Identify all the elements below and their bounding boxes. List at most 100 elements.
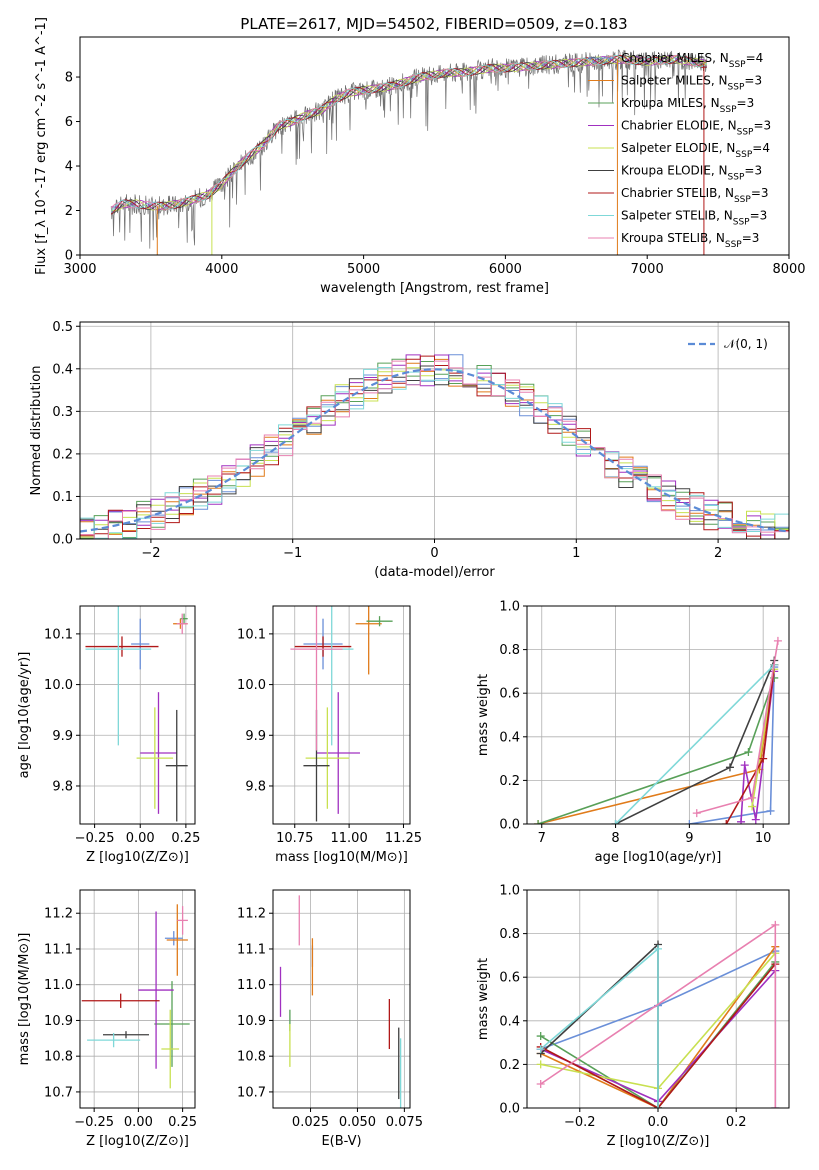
x-tick-label: 8 [611, 831, 619, 846]
y-tick-label: 9.9 [52, 729, 73, 744]
y-tick-label: 0.8 [499, 927, 520, 942]
x-tick-label: 11.25 [385, 831, 422, 846]
weight-marker [536, 1045, 545, 1054]
gridlines [273, 606, 410, 824]
panel-age-vs-mass: 10.75 11.00 11.25 9.8 9.9 10.0 10.1 mass [log10… [237, 605, 422, 865]
y-tick-label: 10.8 [237, 1050, 266, 1065]
axes-frame [272, 889, 411, 1109]
weight-marker [737, 817, 746, 824]
x-tick-label: 0.025 [292, 1115, 329, 1130]
weight-marker [611, 820, 620, 824]
y-tick-label: 0.0 [499, 1102, 520, 1117]
legend-label-subscript: SSP [725, 240, 742, 250]
weight-marker [536, 1060, 545, 1069]
gridlines [273, 890, 410, 1108]
weight-marker [534, 820, 543, 824]
axes-frame [79, 605, 196, 825]
y-tick-label: 11.2 [44, 907, 73, 922]
plot-area [80, 354, 789, 539]
weight-marker [654, 944, 662, 953]
y-tick-label: 0.2 [499, 774, 520, 789]
x-tick-label: 7 [538, 831, 546, 846]
panel-weight-vs-Z: −0.2 0.0 0.2 0.0 0.2 0.4 0.6 0.8 1.0 Z [log10(Z/Z… [476, 884, 790, 1149]
y-tick-label: 11.1 [237, 942, 266, 957]
y-tick-label: 0.3 [52, 405, 73, 420]
panel-spectrum: 3000 4000 5000 6000 7000 8000 0 2 4 6 8 wavelength … [34, 17, 806, 296]
legend-label-subscript: SSP [735, 150, 752, 160]
y-tick-label: 10.0 [237, 678, 266, 693]
weight-marker [771, 920, 780, 929]
y-tick-label: 0.4 [499, 730, 520, 745]
x-tick-label: 11.00 [331, 831, 368, 846]
model-line-8 [110, 54, 707, 211]
y-tick-label: 6 [65, 115, 73, 130]
weight-line-5 [540, 942, 659, 1108]
legend-label-subscript: SSP [737, 128, 754, 138]
legend-label-value: =3 [744, 164, 762, 178]
legend-label: Salpeter STELIB, NSSP=3 [621, 209, 767, 228]
y-axis-label: mass weight [476, 674, 491, 756]
x-axis-label: age [log10(age/yr)] [595, 850, 722, 865]
x-tick-label: −2 [141, 546, 160, 561]
y-tick-label: 11.0 [44, 978, 73, 993]
x-tick-label: 1 [572, 546, 580, 561]
legend-label-value: =3 [750, 209, 768, 223]
x-tick-label: −0.2 [564, 1115, 596, 1130]
x-tick-label: 7000 [631, 262, 664, 277]
y-tick-label: 0.0 [52, 533, 73, 548]
y-tick-label: 1.0 [499, 600, 520, 615]
weight-line-6 [540, 963, 776, 1108]
y-tick-label: 9.9 [245, 729, 266, 744]
y-tick-label: 11.2 [237, 907, 266, 922]
x-tick-label: 9 [685, 831, 693, 846]
x-tick-label: 0.2 [726, 1115, 747, 1130]
panel-mass-vs-Z: −0.25 0.00 0.25 10.7 10.8 10.9 11.0 11.1 11.2 Z [… [17, 889, 197, 1149]
y-tick-label: 2 [65, 204, 73, 219]
x-tick-label: 0.050 [339, 1115, 376, 1130]
panel-age-vs-Z: −0.25 0.00 0.25 9.8 9.9 10.0 10.1 Z [log10(Z/Z⊙… [17, 605, 200, 865]
x-axis-label: wavelength [Angstrom, rest frame] [320, 281, 549, 296]
panel-mass-vs-ebv: 0.025 0.050 0.075 10.7 10.8 10.9 11.0 11.1 11.2 E… [237, 889, 423, 1149]
weight-marker [740, 761, 749, 770]
y-tick-label: 0.1 [52, 490, 73, 505]
legend-label-subscript: SSP [734, 195, 751, 205]
x-tick-label: 3000 [63, 262, 96, 277]
weight-line-7 [615, 664, 775, 824]
weight-line-2 [540, 961, 776, 1108]
weight-marker [654, 1104, 662, 1108]
weight-marker [759, 754, 768, 763]
x-tick-label: 8000 [772, 262, 805, 277]
histogram-step-7 [80, 367, 789, 539]
x-tick-label: 10.75 [276, 831, 313, 846]
x-tick-label: 0.25 [168, 1115, 197, 1130]
y-tick-label: 0 [65, 249, 73, 264]
x-axis-label: Z [log10(Z/Z⊙)] [86, 850, 189, 865]
legend-label-subscript: SSP [733, 218, 750, 228]
x-axis-label: mass [log10(M/M⊙)] [275, 850, 408, 865]
x-tick-label: 2 [714, 546, 722, 561]
model-line-7 [110, 55, 708, 212]
plot-area [110, 49, 708, 255]
panel-residuals: −2 −1 0 1 2 0.0 0.1 0.2 0.3 0.4 0.5 (data-model)/er… [29, 320, 790, 580]
y-tick-label: 0.4 [499, 1014, 520, 1029]
legend-label: Kroupa ELODIE, NSSP=3 [621, 164, 762, 183]
y-tick-label: 10.8 [44, 1050, 73, 1065]
weight-marker [692, 809, 701, 818]
weight-marker [751, 815, 760, 824]
weight-marker [771, 1104, 780, 1108]
x-tick-label: 0 [430, 546, 438, 561]
x-axis-label: E(B-V) [321, 1134, 361, 1149]
x-axis-label: Z [log10(Z/Z⊙)] [607, 1134, 710, 1149]
legend-label: Salpeter MILES, NSSP=3 [621, 74, 762, 93]
y-tick-label: 0.6 [499, 971, 520, 986]
histogram-step-8 [80, 360, 789, 539]
y-tick-label: 0.5 [52, 320, 73, 335]
y-tick-label: 0.2 [52, 447, 73, 462]
x-axis-label: (data-model)/error [374, 565, 495, 580]
x-tick-label: 0.075 [386, 1115, 423, 1130]
weight-marker [744, 748, 753, 757]
x-tick-label: 6000 [489, 262, 522, 277]
x-tick-label: −1 [283, 546, 302, 561]
